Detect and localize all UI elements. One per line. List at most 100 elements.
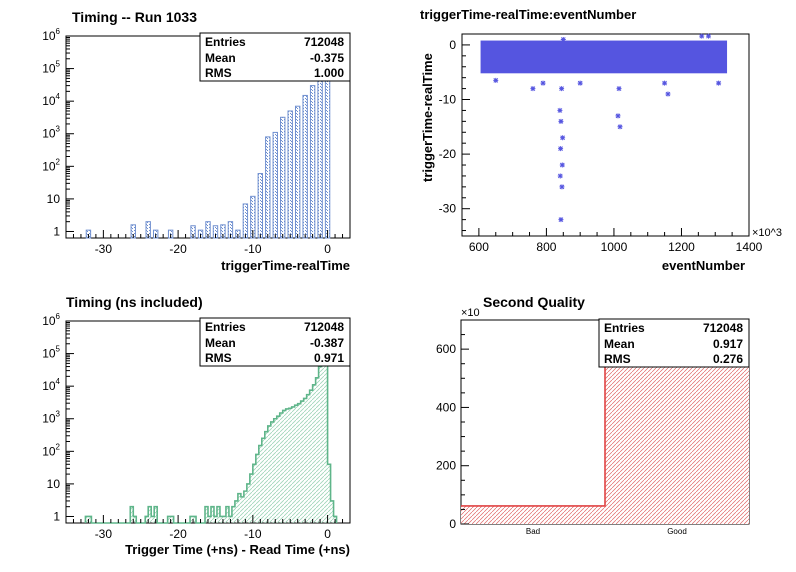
y-tick-label: 0	[449, 38, 456, 52]
timing-ns-panel: Timing (ns included) -30 -20 -10 0 1 10 102 103…	[42, 294, 351, 557]
histogram-bar	[309, 85, 316, 239]
chart-title: Timing (ns included)	[66, 294, 203, 310]
scatter-point	[662, 80, 668, 86]
y-tick-label: 10	[47, 477, 61, 491]
stats-entries-value: 712048	[304, 320, 344, 334]
y-tick-label: 1	[53, 224, 60, 238]
y-tick-label: 10	[47, 192, 61, 206]
y-tick-label: 600	[436, 342, 456, 356]
scatter-point	[560, 135, 566, 141]
x-axis-label: Trigger Time (+ns) - Read Time (+ns)	[125, 542, 350, 557]
histogram-outline	[84, 328, 338, 524]
second-quality-panel: Second Quality Bad Good 0 200 400 600 ×10 Ent…	[436, 294, 750, 536]
stats-mean-value: -0.387	[310, 336, 344, 350]
x-tick-label: -10	[244, 242, 262, 256]
stats-rms-value: 0.276	[713, 352, 743, 366]
scatter-point	[530, 86, 536, 92]
y-axis-label: triggerTime-realTime	[420, 53, 435, 182]
y-tick-label: 0	[449, 517, 456, 531]
stats-entries-value: 712048	[703, 321, 743, 335]
scatter-point	[665, 91, 671, 97]
histogram-bar	[287, 110, 293, 239]
stats-entries-value: 712048	[304, 35, 344, 49]
x-axis-label: eventNumber	[662, 258, 745, 273]
x-tick-label: -10	[244, 527, 262, 541]
x-tick-label: 0	[324, 242, 331, 256]
x-tick-label: 1400	[736, 240, 763, 254]
scatter-point	[559, 162, 565, 168]
x-tick-label: 1000	[601, 240, 628, 254]
scatter-point	[557, 107, 563, 113]
stats-mean-label: Mean	[205, 336, 236, 350]
scatter-point	[615, 113, 621, 119]
scatter-point	[558, 146, 564, 152]
scatter-point	[559, 86, 565, 92]
x-multiplier: ×10^3	[752, 227, 782, 239]
stats-box: Entries 712048 Mean -0.375 RMS 1.000	[199, 32, 351, 82]
y-tick-label: 103	[42, 410, 60, 426]
y-tick-label: -30	[439, 202, 457, 216]
stats-entries-label: Entries	[205, 35, 246, 49]
x-tick-label: -30	[95, 242, 113, 256]
y-multiplier: ×10	[461, 307, 480, 319]
stats-mean-value: -0.375	[310, 51, 344, 65]
plot-frame	[461, 33, 750, 237]
x-tick-label: 600	[469, 240, 489, 254]
histogram-bar	[302, 94, 308, 239]
scatter-point	[560, 36, 566, 42]
histogram-bar	[265, 136, 271, 239]
x-tick-label: 0	[324, 527, 331, 541]
y-tick-label: 1	[53, 509, 60, 523]
y-tick-label: 105	[42, 345, 60, 361]
histogram-bar	[280, 116, 286, 239]
scatter-point	[559, 184, 565, 190]
stats-entries-label: Entries	[205, 320, 246, 334]
scatter-point	[558, 217, 564, 223]
scatter-point	[577, 80, 583, 86]
stats-rms-value: 0.971	[314, 351, 344, 365]
x-tick-label: -30	[95, 527, 113, 541]
histogram-fill	[85, 329, 337, 523]
timing-run-panel: Timing -- Run 1033 -30 -20 -10 0 1 10 102 103 10…	[42, 9, 351, 273]
histogram-bar	[317, 71, 323, 239]
stats-box: Entries 712048 Mean -0.387 RMS 0.971	[199, 317, 351, 367]
x-tick-label: 800	[536, 240, 556, 254]
stats-rms-label: RMS	[205, 66, 232, 80]
scatter-point	[616, 86, 622, 92]
chart-title: triggerTime-realTime:eventNumber	[420, 7, 636, 22]
y-tick-label: 400	[436, 400, 456, 414]
scatter-point	[716, 80, 722, 86]
x-tick-label: -20	[169, 242, 187, 256]
chart-title: Timing -- Run 1033	[72, 9, 197, 25]
category-label: Bad	[526, 527, 540, 536]
stats-entries-label: Entries	[604, 321, 645, 335]
stats-mean-label: Mean	[604, 337, 635, 351]
y-tick-label: 105	[42, 60, 60, 76]
histogram-bar	[242, 203, 249, 239]
scatter-point	[617, 124, 623, 130]
x-tick-label: -20	[169, 527, 187, 541]
y-tick-label: 103	[42, 125, 60, 141]
stats-rms-label: RMS	[205, 351, 232, 365]
stats-mean-label: Mean	[205, 51, 236, 65]
y-tick-label: 106	[42, 312, 60, 328]
x-tick-label: 1200	[668, 240, 695, 254]
stats-rms-value: 1.000	[314, 66, 344, 80]
scatter-point	[557, 173, 563, 179]
histogram-bar	[294, 105, 301, 239]
chart-title: Second Quality	[483, 294, 585, 310]
y-tick-label: 104	[42, 92, 60, 108]
y-tick-label: 106	[42, 27, 60, 43]
bar-bad	[461, 505, 605, 524]
histogram-bar	[272, 131, 278, 239]
stats-mean-value: 0.917	[713, 337, 743, 351]
stats-box: Entries 712048 Mean 0.917 RMS 0.276	[598, 318, 750, 368]
y-tick-label: 200	[436, 459, 456, 473]
scatter-point	[705, 33, 711, 39]
stats-rms-label: RMS	[604, 352, 631, 366]
trigger-vs-event-panel: triggerTime-realTime:eventNumber 600 800 1…	[420, 7, 782, 273]
scatter-point	[558, 118, 564, 124]
scatter-point	[540, 80, 546, 86]
y-tick-label: -10	[439, 93, 457, 107]
